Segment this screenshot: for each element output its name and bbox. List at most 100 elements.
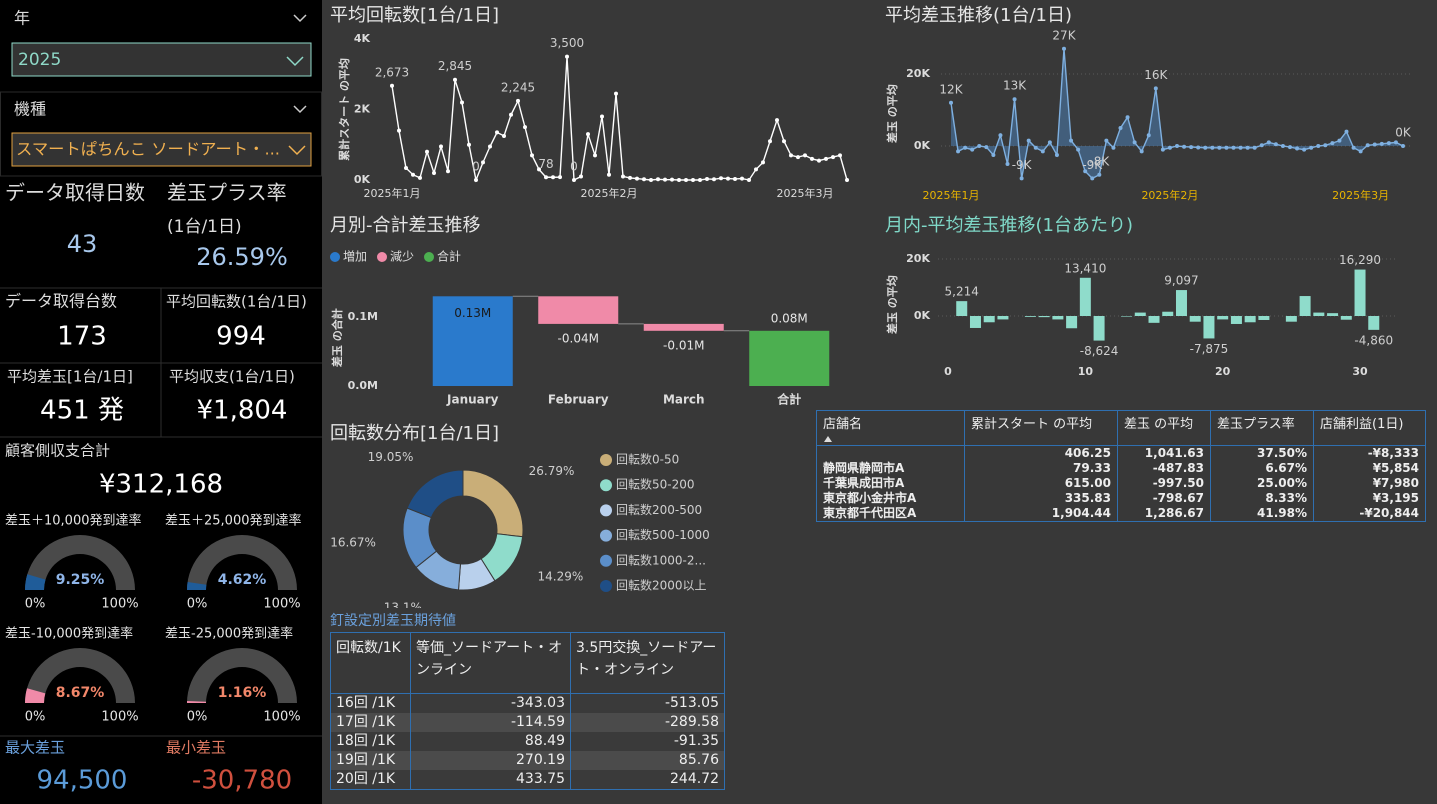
point [446, 169, 450, 174]
legend-swatch [600, 580, 612, 592]
point [670, 177, 674, 182]
table-cell: 41.98% [1210, 506, 1314, 522]
legend-swatch [424, 252, 434, 262]
legend-swatch [600, 529, 612, 542]
gauge-max: 100% [263, 597, 300, 612]
point [1076, 147, 1081, 152]
table: 回転数/1K 等価_ソードアート・オンライン 3.5円交換_ソードアート・オンライン… [330, 632, 725, 790]
x-tick-label: 2025年2月 [581, 186, 638, 200]
bar [1066, 316, 1078, 329]
table-cell: ¥3,195 [1313, 491, 1426, 506]
data-label: 19.05% [368, 450, 414, 464]
point [586, 132, 590, 137]
point [642, 177, 646, 182]
point [1344, 129, 1349, 134]
header-text[interactable]: 店舗名 [823, 417, 863, 432]
header-cell[interactable]: 店舗名 [816, 410, 965, 446]
card-value: 173 [57, 322, 107, 352]
chevron[interactable] [293, 14, 307, 23]
point [411, 172, 415, 177]
data-label: 2,673 [375, 65, 409, 79]
header-cell[interactable]: 差玉プラス率 [1210, 410, 1314, 446]
card-title: 顧客側収支合計 [5, 442, 110, 460]
gauge-value [186, 582, 207, 590]
y-tick-label: 0K [914, 139, 931, 152]
header-text[interactable]: 店舗利益(1日) [1320, 417, 1404, 432]
point [733, 176, 737, 181]
card-title: 平均差玉[1台/1日] [7, 368, 133, 386]
dropdown[interactable] [11, 42, 312, 77]
point [544, 175, 548, 180]
header-text[interactable]: 累計スタート の平均 [971, 417, 1093, 432]
point [390, 83, 394, 88]
slicer-label: 機種 [14, 100, 46, 119]
sort-icon[interactable] [823, 435, 833, 443]
point [432, 170, 436, 175]
point [949, 100, 953, 105]
header-cell[interactable]: 店舗利益(1日) [1313, 410, 1426, 446]
card-value: ¥312,168 [99, 470, 223, 500]
table-body: 16回 /1K -343.03 -513.05 17回 /1K -114.59 -289.… [330, 693, 725, 790]
table-row: 18回 /1K 88.49 -91.35 [330, 732, 725, 751]
sort-arrow [824, 436, 832, 442]
data-label: 2,845 [438, 59, 472, 73]
chevron[interactable] [293, 105, 307, 114]
dropdown-value[interactable]: スマートぱちんこ ソードアート・... [16, 140, 280, 159]
dropdown[interactable] [11, 132, 312, 167]
header-text[interactable]: 3.5円交換_ソードアート・オンライン [576, 640, 717, 678]
table-cell: -343.03 [410, 693, 571, 713]
bar [1340, 316, 1352, 320]
data-label: 0.13M [454, 306, 491, 320]
dropdown-value[interactable]: 2025 [18, 50, 61, 70]
point [404, 166, 408, 171]
data-label: 16,290 [1339, 253, 1381, 267]
x-tick-label: 30 [1352, 365, 1368, 378]
header-cell[interactable]: 等価_ソードアート・オンライン [410, 632, 571, 694]
point [1365, 143, 1370, 148]
table-row: 17回 /1K -114.59 -289.58 [330, 713, 725, 732]
table-row: 東京都千代田区A 1,904.44 1,286.67 41.98% -¥20,844 [816, 506, 1426, 522]
header-cell[interactable]: 3.5円交換_ソードアート・オンライン [570, 632, 725, 694]
table-cell: 東京都千代田区A [816, 506, 965, 522]
card-title: 平均回転数(1台/1日) [166, 293, 307, 311]
header-text[interactable]: 等価_ソードアート・オンライン [416, 640, 563, 678]
data-label: 0.08M [771, 311, 808, 325]
point [439, 144, 443, 149]
data-label: 0 [472, 160, 480, 174]
x-tick-label: 2025年2月 [1141, 188, 1198, 202]
header-cell[interactable]: 回転数/1K [330, 632, 411, 694]
table-head: 回転数/1K 等価_ソードアート・オンライン 3.5円交換_ソードアート・オンライン [330, 632, 725, 694]
header-cell[interactable]: 差玉 の平均 [1117, 410, 1211, 446]
bar [1230, 316, 1242, 324]
point [956, 149, 961, 154]
x-tick-label: 2025年3月 [1332, 188, 1389, 202]
data-label: -8,624 [1080, 344, 1119, 358]
table-cell: 406.25 [964, 445, 1118, 461]
legend-swatch [600, 479, 612, 492]
card-title: 差玉プラス率 [167, 181, 287, 205]
point [991, 153, 996, 157]
data-label: -4,860 [1354, 333, 1393, 347]
header-text[interactable]: 回転数/1K [336, 640, 401, 656]
gauge-min: 0% [25, 710, 46, 725]
point [1054, 153, 1059, 157]
point [831, 155, 835, 160]
y-tick-label: 20K [906, 252, 930, 265]
header-row: 店舗名 累計スタート の平均 差玉 の平均 差玉プラス率 店舗利益(1日) [816, 410, 1426, 446]
card-value: 43 [67, 230, 98, 258]
chevron[interactable] [288, 145, 306, 156]
header-text[interactable]: 差玉 の平均 [1124, 417, 1194, 432]
card-title: 平均収支(1台/1日) [169, 368, 295, 386]
point [754, 167, 758, 172]
point [963, 145, 968, 150]
bar [1093, 316, 1105, 341]
header-cell[interactable]: 累計スタート の平均 [964, 410, 1118, 446]
chevron[interactable] [286, 56, 304, 67]
header-text[interactable]: 差玉プラス率 [1217, 417, 1295, 432]
x-tick-label: 合計 [777, 392, 801, 407]
point [845, 178, 849, 182]
legend-label: 減少 [390, 249, 414, 264]
point [1040, 149, 1045, 154]
card-value: -30,780 [192, 766, 292, 796]
table-row: 16回 /1K -343.03 -513.05 [330, 693, 725, 713]
